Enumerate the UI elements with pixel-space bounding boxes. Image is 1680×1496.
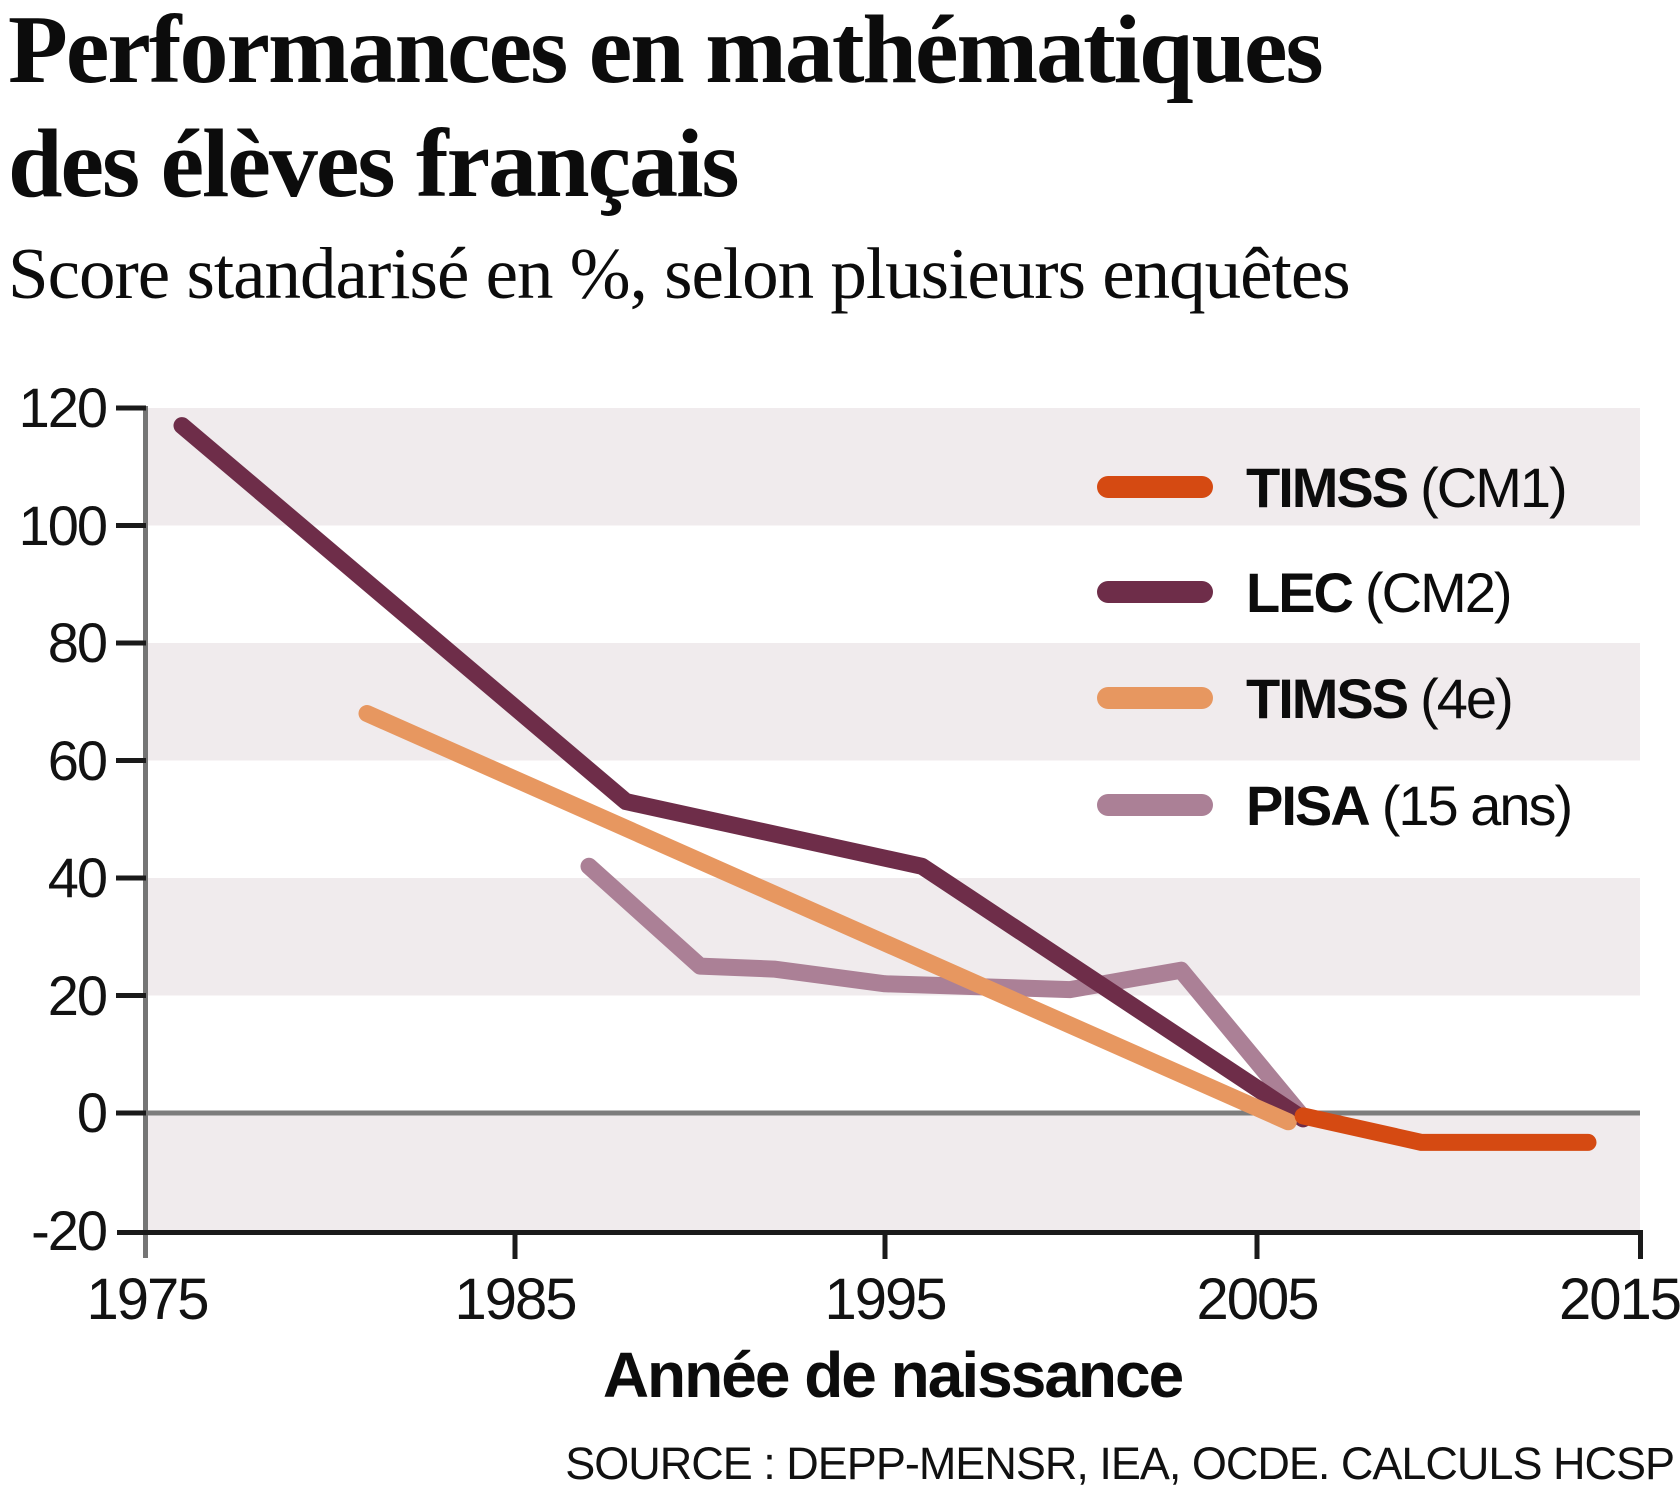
- legend-item-timss-4e: TIMSS (4e): [1097, 666, 1514, 730]
- x-axis-title: Année de naissance: [602, 1339, 1184, 1411]
- y-tick-label-0: 0: [76, 1081, 108, 1144]
- legend-item-lec-cm2: LEC (CM2): [1097, 560, 1513, 624]
- data-series-lines: [173, 417, 1597, 1151]
- legend-swatch-timss-cm1: [1097, 476, 1213, 498]
- line-timss-cm1: [1294, 1107, 1597, 1151]
- legend-item-timss-cm1: TIMSS (CM1): [1097, 455, 1568, 519]
- line-timss-4e: [358, 705, 1297, 1131]
- line-lec-cm2: [173, 417, 1312, 1128]
- stripe-band-1: [145, 643, 1640, 761]
- legend-swatch-timss-4e: [1097, 687, 1213, 709]
- legend-label-timss-cm1: TIMSS (CM1): [1246, 455, 1568, 519]
- x-tick-label-1975: 1975: [86, 1267, 209, 1332]
- legend-swatch-pisa-15ans: [1097, 794, 1213, 816]
- chart-title-line1: Performances en mathématiques: [8, 0, 1324, 104]
- chart-title-line2: des élèves français: [8, 109, 739, 218]
- legend-label-timss-4e: TIMSS (4e): [1246, 666, 1514, 730]
- axes: [116, 405, 1643, 1259]
- y-tick-label-60: 60: [47, 729, 108, 792]
- y-tick-label-20: 20: [47, 964, 108, 1027]
- stripe-band-0: [145, 408, 1640, 526]
- y-tick-label-120: 120: [18, 376, 108, 439]
- background-stripes: [145, 408, 1640, 1231]
- line-pisa-15-ans: [580, 857, 1308, 1122]
- x-tick-label-1995: 1995: [824, 1267, 947, 1332]
- stripe-band-3: [145, 1113, 1640, 1231]
- chart-subtitle: Score standarisé en %, selon plusieurs e…: [8, 233, 1351, 314]
- x-tick-label-1985: 1985: [454, 1267, 577, 1332]
- y-tick-label-40: 40: [47, 846, 108, 909]
- legend-label-lec-cm2: LEC (CM2): [1246, 560, 1513, 624]
- y-tick-label-80: 80: [47, 611, 108, 674]
- legend-label-pisa-15ans: PISA (15 ans): [1246, 773, 1573, 837]
- legend-item-pisa-15ans: PISA (15 ans): [1097, 773, 1573, 837]
- source-note: SOURCE : DEPP-MENSR, IEA, OCDE. CALCULS …: [565, 1438, 1675, 1489]
- y-tick-label-neg20: -20: [31, 1199, 108, 1262]
- x-tick-label-2005: 2005: [1196, 1267, 1319, 1332]
- legend-swatch-lec-cm2: [1097, 581, 1213, 603]
- chart-title: Performances en mathématiques des élèves …: [8, 0, 1668, 221]
- y-tick-label-100: 100: [18, 494, 108, 557]
- x-tick-label-2015: 2015: [1558, 1267, 1680, 1332]
